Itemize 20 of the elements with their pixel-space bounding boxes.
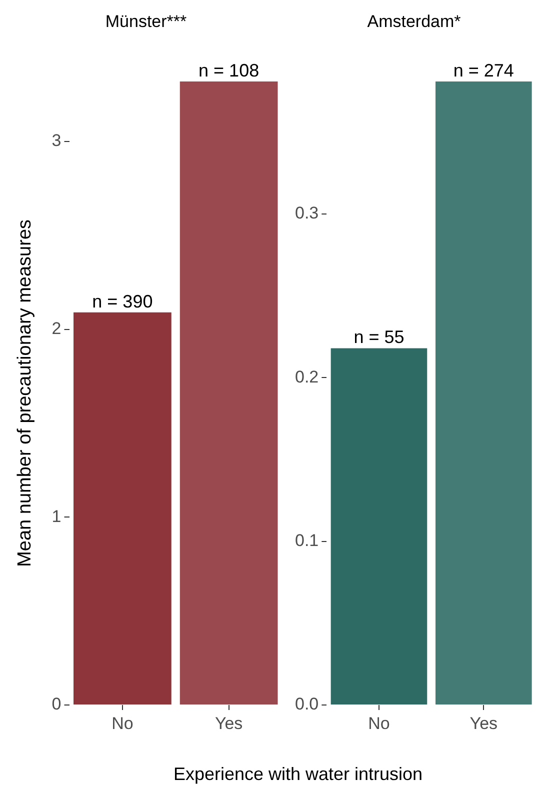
y-tick-label: 0.0: [294, 694, 319, 714]
y-tick-label: 0.3: [294, 204, 319, 223]
y-tick-label: 1: [52, 506, 62, 526]
y-tick-label: 0: [52, 694, 62, 714]
annotation: n = 108: [198, 60, 260, 80]
annotation: n = 55: [354, 327, 404, 348]
x-tick-label: Yes: [470, 714, 498, 733]
y-tick-label: 3: [52, 131, 62, 150]
y-tick-label: 0.2: [294, 367, 319, 386]
chart-title: Münster***: [105, 12, 188, 31]
x-tick-label: No: [368, 714, 390, 733]
y-tick-label: 0.1: [294, 531, 319, 550]
x-tick-label: No: [112, 714, 134, 733]
annotation: n = 390: [92, 291, 153, 312]
chart-title: Amsterdam*: [367, 12, 462, 31]
y-axis-title: Mean number of precautionary measures: [14, 219, 36, 567]
y-tick-label: 2: [52, 319, 62, 338]
annotation: n = 274: [453, 60, 514, 80]
x-tick-label: Yes: [214, 714, 243, 733]
x-axis-title: Experience with water intrusion: [172, 764, 424, 785]
